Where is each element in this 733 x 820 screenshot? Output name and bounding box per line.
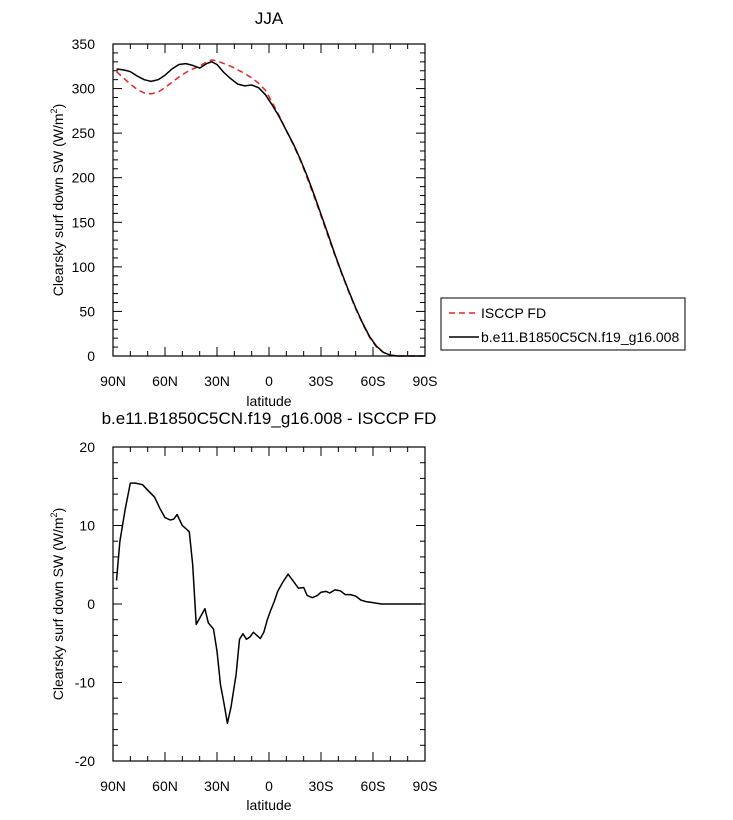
bottom-xlabel: latitude: [246, 797, 291, 813]
top-ylabel: Clearsky surf down SW (W/m2): [49, 104, 66, 297]
top-series: [115, 59, 425, 357]
top-ticks: 90N 60N 30N 0 30S 60S 90S 0 50 100 150 200 250 300 350: [72, 36, 438, 389]
bottom-ylabel: Clearsky surf down SW (W/m2): [49, 508, 66, 701]
bottom-xtick-label: 0: [265, 778, 273, 794]
bottom-ylabel-sup: 2: [49, 512, 59, 517]
top-ytick-label: 50: [79, 303, 95, 319]
bottom-xtick-label: 90S: [413, 778, 438, 794]
top-xtick-label: 0: [265, 373, 273, 389]
legend-label-model: b.e11.B1850C5CN.f19_g16.008: [481, 329, 679, 345]
top-ytick-label: 200: [72, 170, 96, 186]
top-ylabel-close: ): [50, 104, 66, 109]
bottom-series: [115, 482, 422, 725]
top-xtick-label: 60N: [152, 373, 178, 389]
bottom-ylabel-main: Clearsky surf down SW (W/m: [50, 517, 66, 700]
top-xtick-label: 30N: [204, 373, 230, 389]
top-ytick-label: 250: [72, 125, 96, 141]
bottom-ytick-label: -20: [75, 753, 95, 769]
top-series-line-1: [115, 59, 425, 357]
top-xtick-label: 90N: [100, 373, 126, 389]
bottom-xtick-label: 90N: [100, 778, 126, 794]
bottom-title: b.e11.B1850C5CN.f19_g16.008 - ISCCP FD: [102, 409, 437, 428]
top-ytick-label: 100: [72, 259, 96, 275]
bottom-ytick-label: -10: [75, 675, 95, 691]
top-ytick-label: 0: [87, 348, 95, 364]
legend-label-isccp: ISCCP FD: [481, 305, 546, 321]
bottom-xtick-label: 60N: [152, 778, 178, 794]
top-ytick-label: 350: [72, 36, 96, 52]
top-xlabel: latitude: [246, 393, 291, 409]
bottom-panel: b.e11.B1850C5CN.f19_g16.008 - ISCCP FD 9…: [49, 409, 437, 813]
top-ytick-label: 150: [72, 214, 96, 230]
bottom-ytick-label: 20: [79, 439, 95, 455]
legend: ISCCP FD b.e11.B1850C5CN.f19_g16.008: [440, 297, 686, 351]
bottom-xtick-label: 30N: [204, 778, 230, 794]
top-xtick-label: 90S: [413, 373, 438, 389]
top-title: JJA: [255, 9, 284, 28]
legend-box: [440, 297, 686, 351]
bottom-ylabel-close: ): [50, 508, 66, 513]
top-series-line-2: [116, 61, 425, 357]
top-ylabel-sup: 2: [49, 108, 59, 113]
bottom-ticks: 90N 60N 30N 0 30S 60S 90S -20 -10 0 10 20: [75, 439, 438, 794]
top-ylabel-main: Clearsky surf down SW (W/m: [50, 113, 66, 296]
top-xtick-label: 30S: [309, 373, 334, 389]
top-ytick-label: 300: [72, 81, 96, 97]
top-panel: JJA 90N 60N 30N 0 30S 60S 90S 0 50 100 150 200 250 30…: [49, 9, 686, 409]
bottom-xtick-label: 30S: [309, 778, 334, 794]
top-xtick-label: 60S: [361, 373, 386, 389]
bottom-xtick-label: 60S: [361, 778, 386, 794]
bottom-series-line-1: [115, 482, 422, 725]
bottom-ytick-label: 0: [87, 596, 95, 612]
bottom-ytick-label: 10: [79, 518, 95, 534]
